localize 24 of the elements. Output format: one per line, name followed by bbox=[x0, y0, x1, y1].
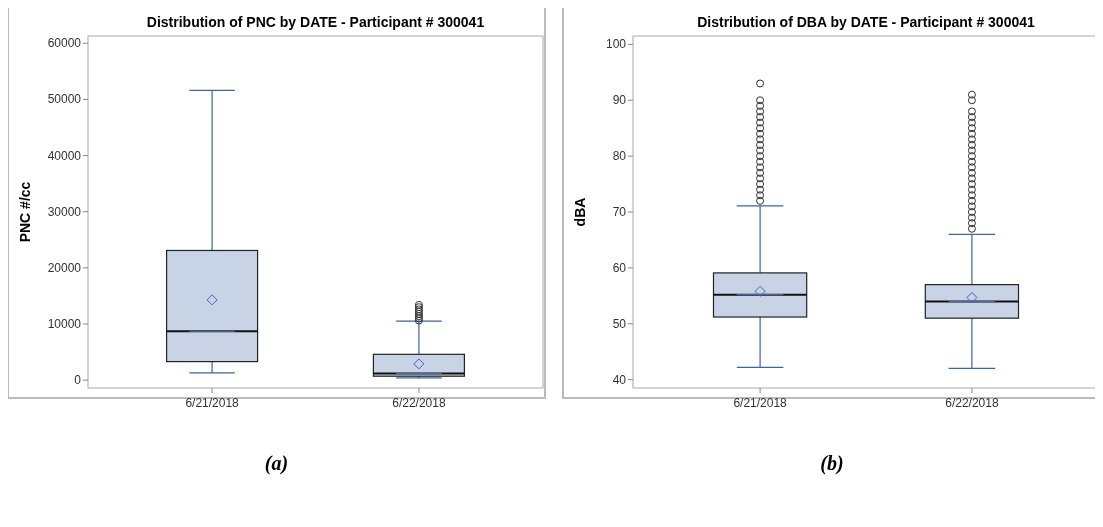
y-tick-label: 30000 bbox=[47, 204, 82, 219]
y-tick-label: 60 bbox=[612, 260, 627, 275]
y-tick-label: 100 bbox=[605, 37, 627, 52]
y-tick-label: 0 bbox=[74, 373, 82, 388]
y-tick-label: 10000 bbox=[47, 317, 82, 331]
y-tick-label: 40000 bbox=[47, 148, 82, 163]
y-tick-label: 60000 bbox=[47, 36, 82, 51]
y-tick-label: 90 bbox=[612, 93, 627, 108]
x-tick-label: 6/21/2018 bbox=[733, 396, 788, 410]
x-tick-label: 6/22/2018 bbox=[392, 396, 446, 410]
chart-title: Distribution of PNC by DATE - Participant # 300041 bbox=[146, 14, 485, 30]
y-tick-label: 50 bbox=[612, 316, 627, 331]
y-axis-title: dBA bbox=[572, 197, 588, 227]
chart-title: Distribution of DBA by DATE - Participant # 300041 bbox=[697, 14, 1036, 30]
y-tick-label: 70 bbox=[612, 205, 627, 219]
text: (b) bbox=[820, 452, 844, 475]
text: (a) bbox=[264, 452, 289, 475]
x-tick-label: 6/22/2018 bbox=[945, 396, 999, 410]
y-tick-label: 50000 bbox=[47, 92, 82, 107]
y-tick-label: 80 bbox=[612, 149, 627, 164]
y-axis-title: PNC #/cc bbox=[17, 181, 33, 243]
y-tick-label: 40 bbox=[612, 372, 627, 387]
y-tick-label: 20000 bbox=[47, 260, 82, 275]
x-tick-label: 6/21/2018 bbox=[185, 396, 240, 410]
